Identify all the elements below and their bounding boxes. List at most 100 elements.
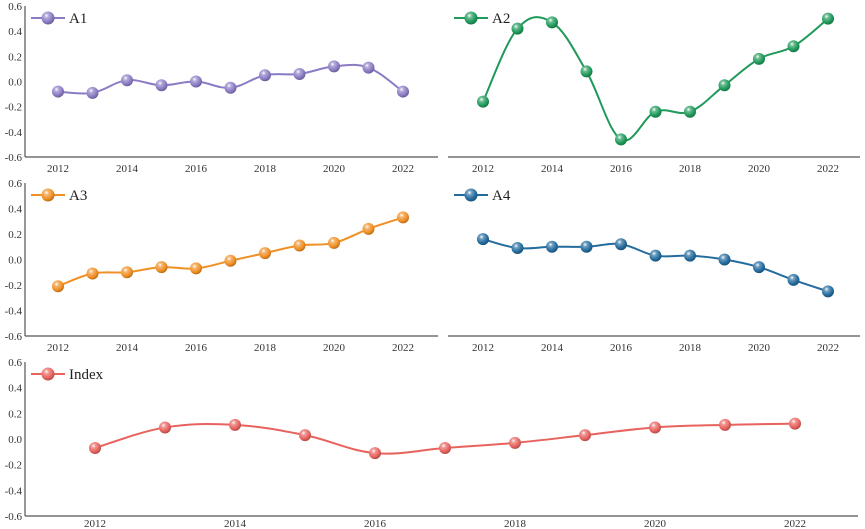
x-tick-label: 2016 <box>185 163 208 175</box>
data-point-a2-2020 <box>753 52 765 65</box>
y-tick-label: 0.4 <box>8 26 22 38</box>
y-tick-label: 0.2 <box>8 408 22 420</box>
x-tick-label: 2020 <box>644 518 667 529</box>
panel-index: 0.6 0.4 0.2 0.0 -0.2 -0.4 -0.6 2012 2014 2016 2018… <box>5 357 858 529</box>
data-point-a1-2016 <box>190 75 202 88</box>
data-point-a1-2018 <box>259 69 271 82</box>
legend-marker <box>41 367 55 381</box>
data-point-a3-2018 <box>259 247 271 260</box>
legend-label: Index <box>69 367 104 383</box>
data-point-a3-2020 <box>328 236 340 249</box>
data-point-index-2022 <box>789 417 801 430</box>
x-tick-label: 2012 <box>84 518 106 529</box>
legend-marker <box>464 188 478 202</box>
x-tick-label: 2020 <box>323 163 346 175</box>
data-point-a2-2016 <box>615 133 627 146</box>
data-point-a3-2021 <box>362 222 375 235</box>
x-tick-label: 2012 <box>472 342 494 354</box>
data-point-a1-2013 <box>86 86 99 99</box>
x-tick-label: 2014 <box>541 342 564 354</box>
data-point-index-2019 <box>579 429 591 442</box>
y-tick-label: -0.2 <box>5 460 22 472</box>
data-point-a3-2012 <box>52 280 64 293</box>
data-point-a2-2019 <box>718 79 731 92</box>
x-tick-label: 2016 <box>364 518 387 529</box>
y-tick-label: 0.2 <box>8 51 22 63</box>
data-point-a4-2021 <box>787 273 800 286</box>
y-tick-label: -0.4 <box>5 485 23 497</box>
x-tick-label: 2018 <box>254 163 277 175</box>
data-point-a1-2017 <box>224 81 237 94</box>
data-point-index-2014 <box>229 418 241 431</box>
data-point-a1-2014 <box>121 74 133 87</box>
x-tick-label: 2018 <box>679 342 702 354</box>
legend-label: A2 <box>492 11 510 27</box>
data-point-a4-2015 <box>580 240 593 253</box>
data-point-a2-2021 <box>787 40 800 53</box>
x-tick-label: 2022 <box>784 518 806 529</box>
x-tick-label: 2016 <box>185 342 208 354</box>
data-point-index-2021 <box>719 418 731 431</box>
legend-marker <box>41 188 55 202</box>
legend-label: A1 <box>69 11 87 27</box>
data-point-index-2018 <box>509 436 521 449</box>
legend-a4: A4 <box>454 188 511 204</box>
y-tick-label: -0.4 <box>5 127 23 139</box>
data-point-a2-2017 <box>649 105 662 118</box>
legend-index: Index <box>31 367 104 383</box>
data-point-index-2017 <box>439 441 451 454</box>
y-tick-label: 0.0 <box>8 434 22 446</box>
data-point-index-2015 <box>299 429 311 442</box>
data-point-a2-2014 <box>546 16 558 29</box>
legend-marker <box>464 11 478 25</box>
y-tick-label: 0.0 <box>8 255 22 267</box>
x-tick-label: 2014 <box>116 163 139 175</box>
data-point-index-2012 <box>89 441 101 454</box>
data-point-a3-2014 <box>121 266 133 279</box>
panel-a2: 2012 2014 2016 2018 2020 2022 A2 <box>448 11 860 175</box>
x-tick-label: 2014 <box>224 518 247 529</box>
data-point-a3-2017 <box>224 254 237 267</box>
series-line-a3 <box>57 216 404 288</box>
data-point-a1-2021 <box>362 61 375 74</box>
data-point-a1-2022 <box>397 85 409 98</box>
panel-a3: 0.6 0.4 0.2 0.0 -0.2 -0.4 -0.6 2012 2014 2016 2018… <box>5 178 438 354</box>
panel-a4: 2012 2014 2016 2018 2020 2022 A4 <box>448 188 860 354</box>
data-point-a2-2022 <box>822 12 834 25</box>
data-point-a3-2019 <box>293 239 306 252</box>
x-tick-label: 2022 <box>392 342 414 354</box>
x-tick-label: 2022 <box>392 163 414 175</box>
y-tick-label: -0.2 <box>5 102 22 114</box>
y-tick-label: -0.2 <box>5 280 22 292</box>
data-point-a3-2013 <box>86 267 99 280</box>
y-tick-label: -0.6 <box>5 331 23 343</box>
x-tick-label: 2016 <box>610 163 633 175</box>
x-tick-label: 2020 <box>748 163 771 175</box>
y-tick-label: 0.6 <box>8 178 22 190</box>
x-tick-label: 2020 <box>323 342 346 354</box>
data-point-a1-2019 <box>293 67 306 80</box>
y-tick-label: 0.4 <box>8 204 22 216</box>
data-point-a4-2014 <box>546 240 558 253</box>
y-tick-label: 0.0 <box>8 77 22 89</box>
y-tick-label: 0.6 <box>8 357 22 369</box>
data-point-a2-2013 <box>511 22 524 35</box>
data-point-index-2013 <box>159 421 171 434</box>
legend-label: A3 <box>69 188 87 204</box>
panel-a1: 0.6 0.4 0.2 0.0 -0.2 -0.4 -0.6 2012 2014 2016 2018… <box>5 1 438 175</box>
x-tick-label: 2016 <box>610 342 633 354</box>
data-point-a4-2022 <box>822 285 834 298</box>
data-point-index-2020 <box>649 421 661 434</box>
x-tick-label: 2014 <box>541 163 564 175</box>
data-point-a2-2018 <box>684 105 696 118</box>
x-tick-label: 2018 <box>254 342 277 354</box>
legend-a1: A1 <box>31 11 87 27</box>
data-point-a1-2015 <box>155 79 168 92</box>
series-line-a2 <box>482 16 829 142</box>
series-line-a4 <box>482 238 829 293</box>
x-tick-label: 2022 <box>817 163 839 175</box>
legend-marker <box>41 11 55 25</box>
data-point-a4-2019 <box>718 253 731 266</box>
y-tick-label: 0.4 <box>8 383 22 395</box>
